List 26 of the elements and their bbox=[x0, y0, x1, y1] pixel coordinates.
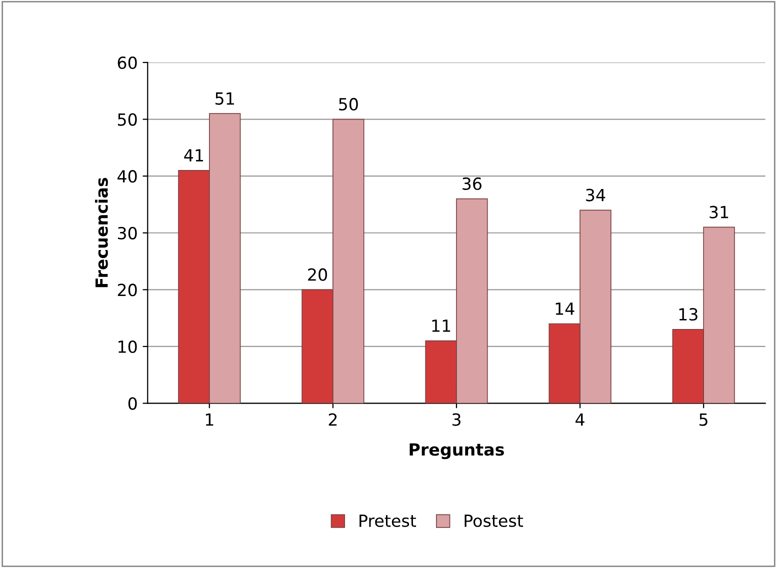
x-axis-title: Preguntas bbox=[410, 443, 504, 460]
y-tick-label: 30 bbox=[118, 226, 137, 240]
y-tick-label: 50 bbox=[118, 113, 137, 126]
data-label: 31 bbox=[710, 206, 728, 218]
x-tick-label: 2 bbox=[328, 413, 337, 426]
data-label: 41 bbox=[184, 149, 204, 162]
data-label: 13 bbox=[679, 308, 698, 321]
y-tick-label: 0 bbox=[128, 397, 137, 410]
data-label: 50 bbox=[339, 98, 358, 110]
data-label: 51 bbox=[216, 92, 234, 105]
x-tick-label: 3 bbox=[452, 413, 460, 426]
x-tick-label: 1 bbox=[206, 414, 214, 426]
y-axis-title: Frecuencias bbox=[95, 178, 108, 288]
data-label: 36 bbox=[462, 177, 482, 190]
y-tick-label: 60 bbox=[118, 56, 137, 70]
data-label: 11 bbox=[432, 320, 450, 332]
y-tick-label: 10 bbox=[118, 340, 137, 354]
data-label: 20 bbox=[308, 268, 327, 281]
legend-label: Pretest bbox=[360, 514, 416, 528]
y-tick-label: 20 bbox=[118, 284, 137, 296]
legend-label: Postest bbox=[464, 514, 524, 528]
y-tick-label: 40 bbox=[118, 170, 137, 183]
x-tick-label: 5 bbox=[700, 414, 708, 426]
data-label: 14 bbox=[556, 302, 574, 315]
data-label: 34 bbox=[586, 188, 606, 202]
x-tick-label: 4 bbox=[576, 414, 584, 426]
